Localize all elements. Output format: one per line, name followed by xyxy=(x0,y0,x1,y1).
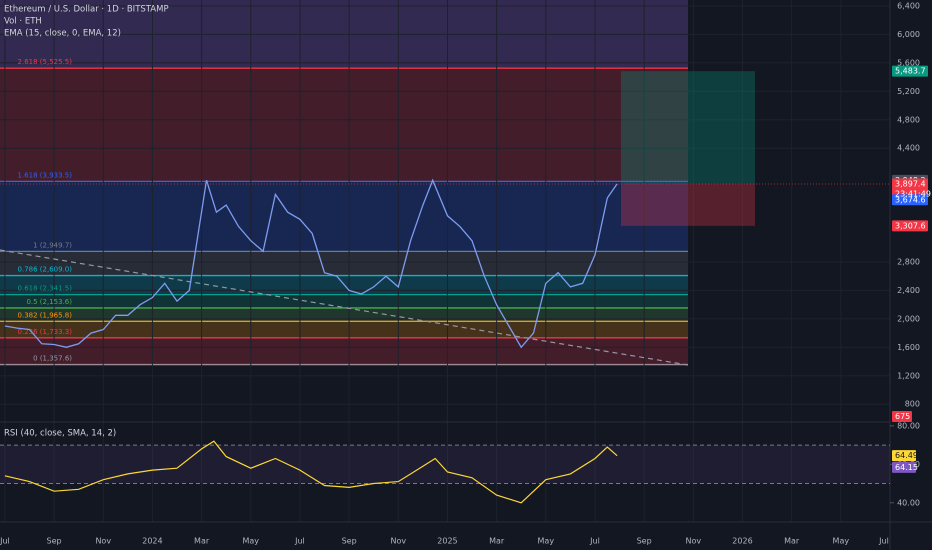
x-tick-label: Jul xyxy=(878,537,889,546)
rsi-band xyxy=(0,445,890,484)
x-tick-label: Nov xyxy=(95,537,111,546)
y-tick-label: 4,400 xyxy=(897,144,920,153)
fib-label: 0.5 (2,153.6) xyxy=(26,298,72,306)
x-tick-label: May xyxy=(833,537,850,546)
x-tick-label: Nov xyxy=(390,537,406,546)
volume-tag xyxy=(892,411,912,422)
y-tick-label: 2,400 xyxy=(897,286,920,295)
x-tick-label: Jul xyxy=(0,537,10,546)
rsi-tag-label: 64.49 xyxy=(895,451,918,460)
y-tick-label: 2,800 xyxy=(897,257,920,266)
x-tick-label: Nov xyxy=(686,537,702,546)
x-tick-label: May xyxy=(243,537,260,546)
x-tick-label: Mar xyxy=(489,537,505,546)
fib-label: 2.618 (5,525.5) xyxy=(18,58,73,66)
x-tick-label: Mar xyxy=(194,537,210,546)
y-tick-label: 4,800 xyxy=(897,115,920,124)
fib-label: 1.618 (3,933.5) xyxy=(18,171,73,179)
x-tick-label: 2025 xyxy=(437,537,457,546)
fib-band xyxy=(0,321,688,338)
main-pane xyxy=(0,0,891,522)
rsi-tick-label: 80.00 xyxy=(897,421,920,430)
x-tick-label: Sep xyxy=(637,537,652,546)
price-tag xyxy=(892,194,928,206)
y-tick-label: 5,600 xyxy=(897,58,920,67)
countdown: 23:41:49 xyxy=(895,189,931,198)
fib-label: 0.236 (1,733.3) xyxy=(18,328,73,336)
ema-label: EMA (15, close, 0, EMA, 12) xyxy=(4,29,121,39)
x-tick-label: May xyxy=(538,537,555,546)
price-tag-label: 3,307.6 xyxy=(895,221,926,230)
y-tick-label: 6,000 xyxy=(897,30,920,39)
rsi-title: RSI (40, close, SMA, 14, 2) xyxy=(4,429,116,439)
chart-title: Ethereum / U.S. Dollar · 1D · BITSTAMP xyxy=(4,5,169,15)
fib-band xyxy=(0,68,688,182)
x-tick-label: 2024 xyxy=(142,537,162,546)
y-tick-label: 2,000 xyxy=(897,314,920,323)
x-tick-label: Jul xyxy=(589,537,600,546)
fib-band xyxy=(0,181,688,252)
price-tag xyxy=(892,65,928,77)
fib-band xyxy=(0,307,688,322)
x-tick-label: Sep xyxy=(342,537,357,546)
rsi-tag xyxy=(892,461,916,473)
rsi-tag xyxy=(892,450,916,462)
target-zone xyxy=(621,71,755,184)
fib-label: 0.786 (2,609.0) xyxy=(18,266,73,274)
volume-tag-label: 675 xyxy=(895,412,910,421)
price-line xyxy=(4,178,618,349)
x-tick-label: Sep xyxy=(47,537,62,546)
fib-band xyxy=(0,294,688,308)
price-tag xyxy=(892,220,928,232)
rsi-tick-label: 40.00 xyxy=(897,498,920,507)
fib-band xyxy=(0,337,688,365)
stop-zone xyxy=(621,183,755,226)
y-tick-label: 5,200 xyxy=(897,87,920,96)
x-tick-label: 2026 xyxy=(732,537,752,546)
fib-band xyxy=(0,251,688,276)
y-tick-label: 800 xyxy=(905,400,920,409)
price-tag-label: 3,897.4 xyxy=(895,179,926,188)
x-tick-label: Mar xyxy=(784,537,800,546)
price-tag-label: 5,483.7 xyxy=(895,67,926,76)
volume-label: Vol · ETH xyxy=(4,17,42,27)
fib-label: 0 (1,357.6) xyxy=(33,355,72,363)
y-tick-label: 1,200 xyxy=(897,371,920,380)
y-tick-label: 1,600 xyxy=(897,343,920,352)
fib-label: 0.618 (2,341.5) xyxy=(18,285,73,293)
price-tag-label: 3,674.6 xyxy=(895,195,926,204)
fib-label: 1 (2,949.7) xyxy=(33,241,72,249)
rsi-tag-label: 64.15 xyxy=(895,463,918,472)
y-tick-label: 6,400 xyxy=(897,1,920,10)
x-tick-label: Jul xyxy=(294,537,305,546)
fib-label: 0.382 (1,965.8) xyxy=(18,311,73,319)
rsi-line xyxy=(4,440,618,504)
